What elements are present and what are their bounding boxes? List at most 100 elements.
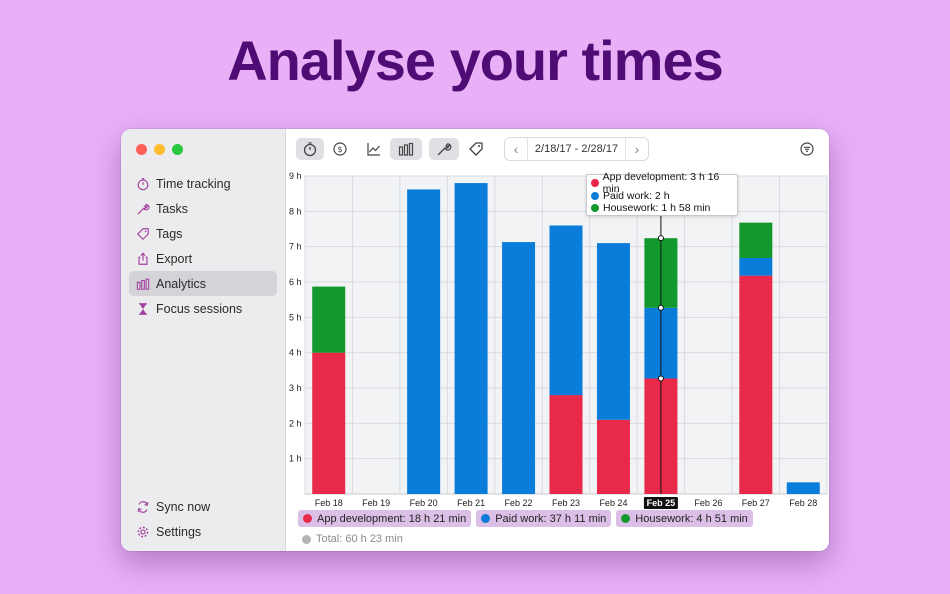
selected-category-highlight [643,497,678,509]
analytics-pane: $ ‹ 2/18/17 - 2/28/17 › [286,129,829,551]
earnings-view-button[interactable]: $ [326,138,354,160]
sidebar-item-export[interactable]: Export [129,246,277,271]
sync-icon [136,500,150,514]
sidebar-item-label: Time tracking [156,176,231,191]
app-window: Time tracking Tasks Tags Export [121,129,829,551]
x-tick-label: Feb 25 [647,498,676,508]
bar-segment-paid-work [739,257,773,276]
y-tick-label: 8 h [289,206,302,216]
sidebar-item-label: Focus sessions [156,301,243,316]
line-chart-button[interactable] [360,138,388,160]
sidebar-item-tasks[interactable]: Tasks [129,196,277,221]
settings-button[interactable]: Settings [129,519,277,544]
tag-icon [136,227,150,241]
bar-segment-housework [312,286,346,353]
dollar-icon: $ [333,142,347,156]
time-view-button[interactable] [296,138,324,160]
bar-chart-button[interactable] [390,138,422,160]
x-tick-label: Feb 21 [457,498,485,508]
gear-icon [136,525,150,539]
tooltip-row-label: Paid work: 2 h [603,189,670,202]
sidebar-item-label: Analytics [156,276,207,291]
y-tick-label: 6 h [289,277,302,287]
bar-segment-paid-work [549,225,583,396]
sidebar-item-label: Export [156,251,193,266]
x-tick-label: Feb 27 [742,498,770,508]
group-by-tag-button[interactable] [462,138,490,160]
line-chart-icon [367,143,380,156]
tooltip-row: Housework: 1 h 58 min [591,202,733,215]
bar-segment-app-development [596,419,630,494]
series-dot [621,514,631,523]
series-dot [481,514,491,523]
sidebar-bottom: Sync now Settings [129,494,277,544]
x-tick-label: Feb 23 [552,498,580,508]
bar-segment-app-development [549,395,583,494]
sidebar-item-time-tracking[interactable]: Time tracking [129,171,277,196]
hourglass-icon [136,302,150,316]
analytics-chart[interactable]: 1 h 2 h 3 h 4 h 5 h 6 h 7 h 8 h 9 h Feb 18 Feb 19 F… [286,169,829,509]
y-tick-label: 4 h [289,348,302,358]
sync-now-button[interactable]: Sync now [129,494,277,519]
window-controls [136,144,183,155]
wrench-icon [136,202,150,216]
bar-chart-icon [136,277,150,291]
date-range-label[interactable]: 2/18/17 - 2/28/17 [527,138,626,160]
filter-button[interactable] [793,138,821,160]
bar-chart-icon [398,142,414,156]
wrench-icon [437,143,452,156]
chart-legend: App development: 18 h 21 min Paid work: … [298,510,753,527]
group-by-task-button[interactable] [429,138,459,160]
bar-segment-app-development [739,275,773,494]
tooltip-row: App development: 3 h 16 min [591,171,733,195]
legend-item-app-development[interactable]: App development: 18 h 21 min [298,510,472,527]
sidebar-item-label: Settings [156,524,202,539]
y-tick-label: 1 h [289,454,302,464]
y-tick-label: 3 h [289,383,302,393]
x-tick-label: Feb 28 [789,498,817,508]
next-range-button[interactable]: › [634,141,640,157]
stopwatch-icon [136,177,150,191]
crosshair-point [657,235,664,242]
chart-tooltip: App development: 3 h 16 min Paid work: 2… [586,171,738,216]
bar-segment-housework [739,222,773,258]
previous-range-button[interactable]: ‹ [513,141,519,157]
x-tick-label: Feb 18 [315,498,343,508]
bar-segment-paid-work [786,482,820,494]
legend-item-housework[interactable]: Housework: 4 h 51 min [616,510,753,527]
legend-item-paid-work[interactable]: Paid work: 37 h 11 min [476,510,612,527]
sidebar-item-label: Tags [156,226,183,241]
stacked-bar-chart: 1 h 2 h 3 h 4 h 5 h 6 h 7 h 8 h 9 h Feb 18 Feb 19 F… [289,171,828,509]
series-dot [591,204,599,213]
sidebar-item-analytics[interactable]: Analytics [129,271,277,296]
zoom-window-button[interactable] [172,144,183,155]
x-tick-label: Feb 20 [410,498,438,508]
headline: Analyse your times [227,29,724,92]
svg-text:$: $ [337,145,342,154]
bar-segment-paid-work [407,189,441,494]
y-tick-label: 7 h [289,242,302,252]
tag-icon [469,142,483,156]
y-tick-label: 9 h [289,171,302,181]
date-range-navigator: ‹ 2/18/17 - 2/28/17 › [504,137,649,161]
crosshair-point [657,375,664,382]
series-dot [303,514,312,523]
total-label: Total: 60 h 23 min [302,533,403,545]
series-dot [591,179,599,188]
toolbar: $ ‹ 2/18/17 - 2/28/17 › [286,129,829,169]
bar-segment-app-development [312,352,346,494]
sidebar-nav: Time tracking Tasks Tags Export [129,171,277,321]
legend-label: App development: 18 h 21 min [317,512,467,525]
bar-segment-paid-work [502,242,536,494]
close-window-button[interactable] [136,144,147,155]
sidebar-item-focus-sessions[interactable]: Focus sessions [129,296,277,321]
sidebar-item-tags[interactable]: Tags [129,221,277,246]
minimize-window-button[interactable] [154,144,165,155]
bar-segment-paid-work [596,243,630,420]
bar-segment-paid-work [454,183,488,495]
y-tick-label: 2 h [289,418,302,428]
tooltip-row-label: Housework: 1 h 58 min [603,202,711,215]
series-dot [591,191,599,200]
sidebar: Time tracking Tasks Tags Export [121,129,286,551]
x-tick-label: Feb 22 [505,498,533,508]
